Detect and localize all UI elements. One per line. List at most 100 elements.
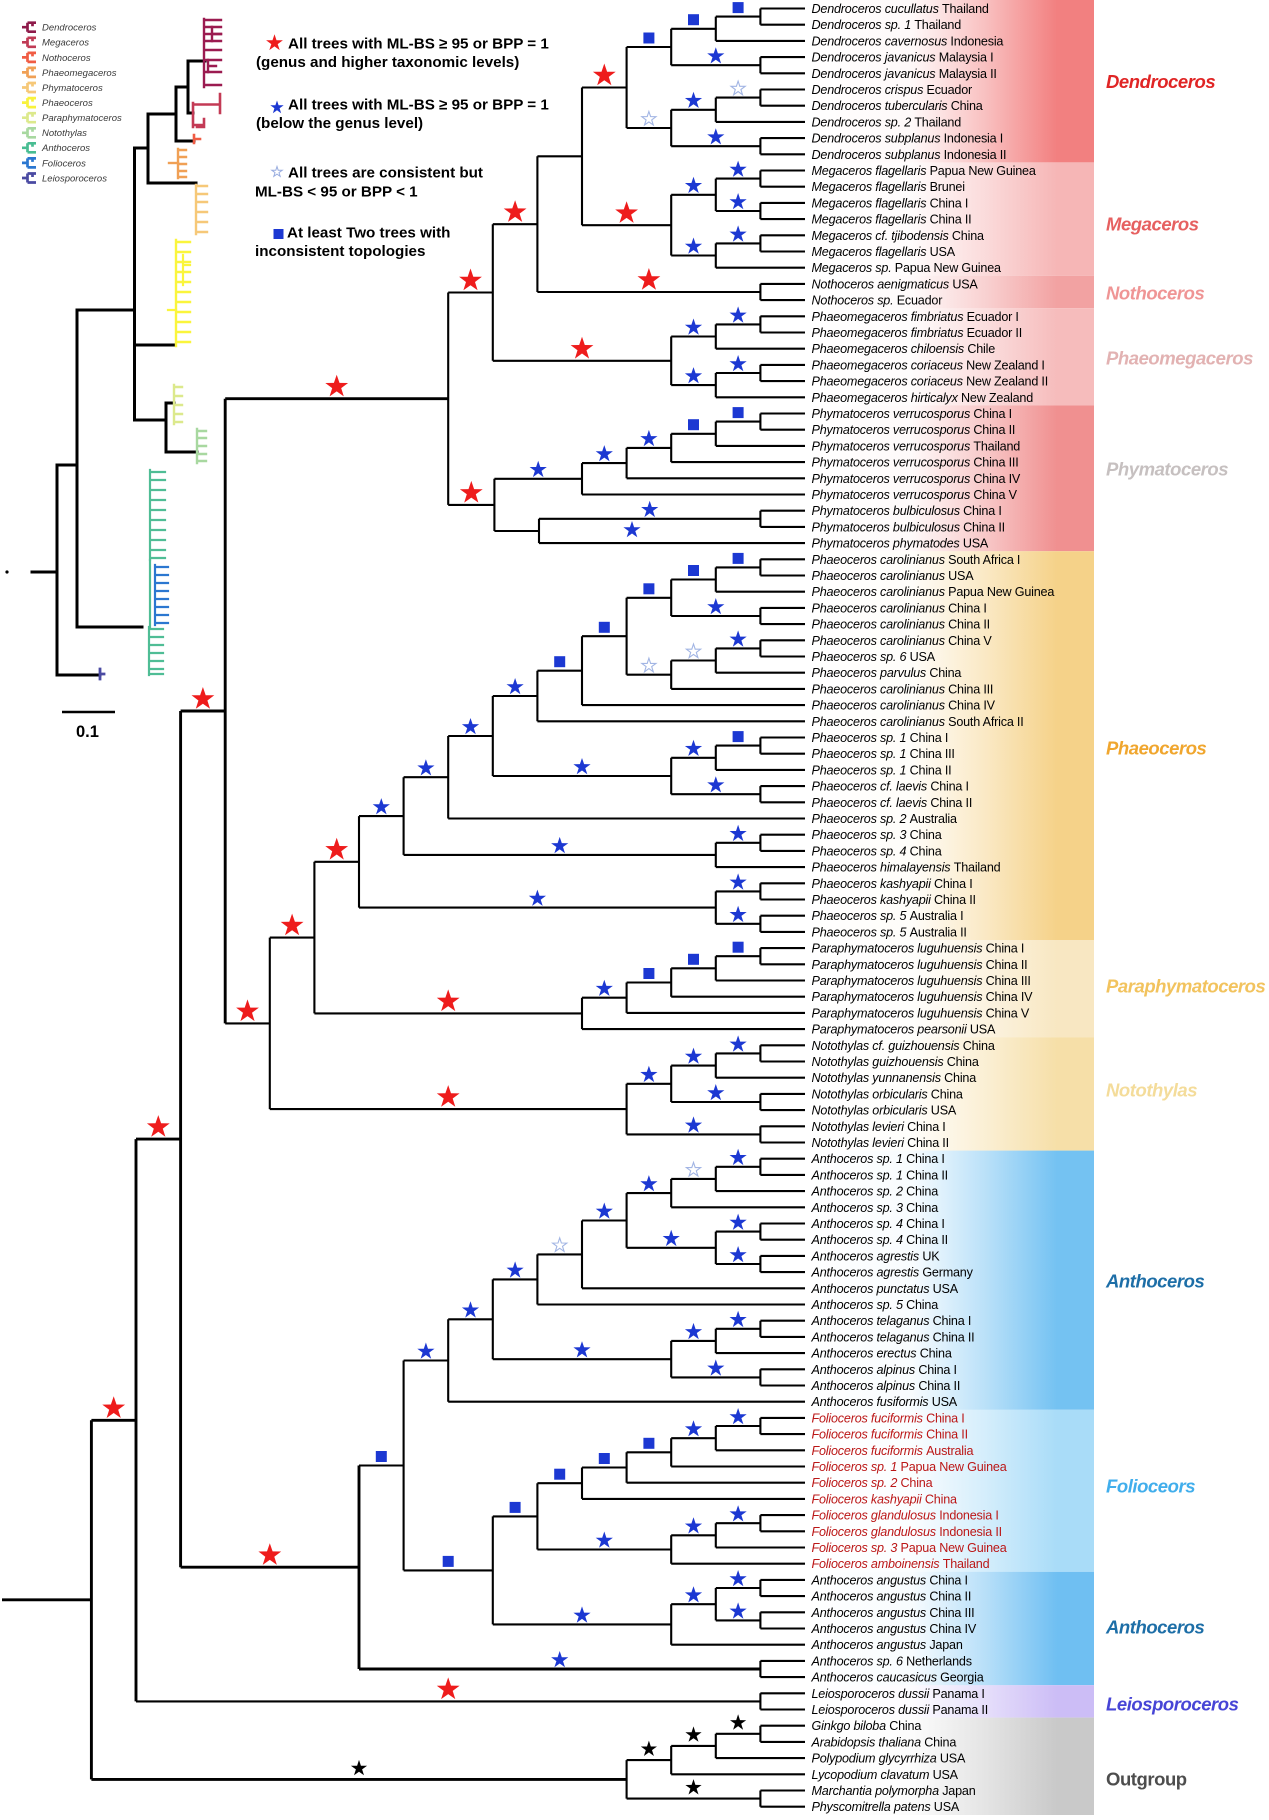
svg-text:Folioceros fuciformis China I: Folioceros fuciformis China I [812,1411,965,1425]
svg-text:Phaeomegaceros fimbriatus Ecua: Phaeomegaceros fimbriatus Ecuador I [812,310,1019,324]
svg-text:inconsistent topologies: inconsistent topologies [255,243,425,260]
svg-text:Notothylas levieri China II: Notothylas levieri China II [812,1136,949,1150]
svg-text:Paraphymatoceros luguhuensis C: Paraphymatoceros luguhuensis China II [812,958,1028,972]
svg-text:Phaeomegaceros: Phaeomegaceros [42,68,117,79]
svg-text:Megaceros sp. Papua New Guinea: Megaceros sp. Papua New Guinea [812,261,1002,275]
svg-text:Dendroceros sp. 2 Thailand: Dendroceros sp. 2 Thailand [812,115,962,129]
svg-text:Anthoceros sp. 1 China I: Anthoceros sp. 1 China I [811,1152,945,1166]
svg-text:Anthoceros angustus China I: Anthoceros angustus China I [811,1573,968,1587]
svg-text:Polypodium glycyrrhiza USA: Polypodium glycyrrhiza USA [812,1752,966,1766]
svg-text:(genus and higher taxonomic le: (genus and higher taxonomic levels) [256,54,519,71]
svg-text:Notothylas guizhouensis China: Notothylas guizhouensis China [812,1055,979,1069]
svg-text:0.1: 0.1 [76,723,99,741]
svg-text:Anthoceros alpinus China I: Anthoceros alpinus China I [811,1363,957,1377]
svg-text:Phaeomegaceros chiloensis Chil: Phaeomegaceros chiloensis Chile [812,342,996,356]
svg-text:Folioceros fuciformis China II: Folioceros fuciformis China II [812,1428,968,1442]
svg-text:Folioceros glandulosus Indones: Folioceros glandulosus Indonesia II [812,1525,1002,1539]
svg-text:Megaceros: Megaceros [1106,213,1199,234]
svg-text:Phaeoceros sp. 5 Australia I: Phaeoceros sp. 5 Australia I [812,909,964,923]
svg-text:Paraphymatoceros luguhuensis C: Paraphymatoceros luguhuensis China I [812,942,1025,956]
svg-text:Phymatoceros phymatodes USA: Phymatoceros phymatodes USA [812,537,989,551]
svg-text:Anthoceros: Anthoceros [41,143,90,154]
svg-text:Notothylas cf. guizhouensis Ch: Notothylas cf. guizhouensis China [812,1039,995,1053]
svg-text:Phymatoceros verrucosporus Chi: Phymatoceros verrucosporus China IV [812,472,1021,486]
svg-text:Phaeoceros sp. 4 China: Phaeoceros sp. 4 China [812,844,942,858]
svg-text:Phaeoceros sp. 5 Australia II: Phaeoceros sp. 5 Australia II [812,925,967,939]
svg-text:Phaeoceros carolinianus South: Phaeoceros carolinianus South Africa I [812,553,1021,567]
svg-text:Anthoceros sp. 4 China I: Anthoceros sp. 4 China I [811,1217,945,1231]
svg-text:Phaeoceros: Phaeoceros [42,98,93,109]
svg-text:Anthoceros angustus Japan: Anthoceros angustus Japan [811,1638,963,1652]
svg-text:Nothoceros sp. Ecuador: Nothoceros sp. Ecuador [812,294,943,308]
svg-text:Paraphymatoceros luguhuensis C: Paraphymatoceros luguhuensis China IV [812,990,1034,1004]
svg-text:Megaceros flagellaris China II: Megaceros flagellaris China II [812,213,972,227]
svg-text:Megaceros cf. tjibodensis Chin: Megaceros cf. tjibodensis China [812,229,985,243]
svg-text:Megaceros flagellaris Papua Ne: Megaceros flagellaris Papua New Guinea [812,164,1036,178]
svg-text:Notothylas yunnanensis China: Notothylas yunnanensis China [812,1071,977,1085]
svg-text:Phaeoceros carolinianus Papua: Phaeoceros carolinianus Papua New Guinea [812,585,1055,599]
svg-text:Dendroceros javanicus Malaysia: Dendroceros javanicus Malaysia II [812,67,997,81]
svg-text:Phaeoceros sp. 1 China I: Phaeoceros sp. 1 China I [812,731,949,745]
svg-text:Phaeoceros sp. 2 Australia: Phaeoceros sp. 2 Australia [812,812,958,826]
svg-text:Phaeoceros carolinianus China: Phaeoceros carolinianus China II [812,618,990,632]
svg-text:Anthoceros punctatus USA: Anthoceros punctatus USA [811,1282,959,1296]
svg-text:Leiosporoceros dussii Panama I: Leiosporoceros dussii Panama I [812,1687,985,1701]
svg-text:(below the genus level): (below the genus level) [256,115,423,132]
svg-text:Lycopodium clavatum USA: Lycopodium clavatum USA [812,1768,959,1782]
svg-text:Dendroceros subplanus Indonesi: Dendroceros subplanus Indonesia II [812,148,1007,162]
svg-text:Folioceros glandulosus Indones: Folioceros glandulosus Indonesia I [812,1509,999,1523]
svg-text:Folioceros fuciformis Australi: Folioceros fuciformis Australia [812,1444,974,1458]
svg-text:Notothylas: Notothylas [1106,1080,1197,1101]
svg-text:All trees with ML-BS ≥ 95 or: All trees with ML-BS ≥ 95 or BPP = 1 [288,36,549,53]
svg-text:Ginkgo biloba China: Ginkgo biloba China [812,1719,922,1733]
svg-text:Phaeoceros cf. laevis China II: Phaeoceros cf. laevis China II [812,796,973,810]
svg-text:Paraphymatoceros: Paraphymatoceros [42,113,122,124]
svg-text:Anthoceros sp. 5 China: Anthoceros sp. 5 China [811,1298,939,1312]
svg-text:Phaeoceros carolinianus China: Phaeoceros carolinianus China I [812,601,987,615]
svg-text:All trees with ML-BS ≥ 95 or: All trees with ML-BS ≥ 95 or BPP = 1 [288,97,549,114]
svg-text:Anthoceros: Anthoceros [1105,1617,1204,1638]
svg-text:Megaceros flagellaris USA: Megaceros flagellaris USA [812,245,956,259]
svg-text:Anthoceros agrestis UK: Anthoceros agrestis UK [811,1249,941,1263]
svg-text:Folioceros: Folioceros [42,158,86,169]
svg-text:Phaeoceros sp. 1 China III: Phaeoceros sp. 1 China III [812,747,955,761]
svg-text:Nothoceros aenigmaticus USA: Nothoceros aenigmaticus USA [812,277,979,291]
svg-text:Phaeomegaceros coriaceus New Z: Phaeomegaceros coriaceus New Zealand I [812,358,1045,372]
svg-text:Phaeoceros: Phaeoceros [1106,738,1207,759]
svg-text:Anthoceros erectus China: Anthoceros erectus China [811,1347,952,1361]
svg-text:Phaeoceros carolinianus China: Phaeoceros carolinianus China IV [812,699,996,713]
svg-text:Phaeoceros sp. 1 China II: Phaeoceros sp. 1 China II [812,763,952,777]
svg-text:Dendroceros subplanus Indonesi: Dendroceros subplanus Indonesia I [812,132,1004,146]
svg-text:Anthoceros angustus China III: Anthoceros angustus China III [811,1606,975,1620]
svg-text:Notothylas: Notothylas [42,128,87,139]
svg-text:Dendroceros cavernosus Indones: Dendroceros cavernosus Indonesia [812,34,1004,48]
svg-text:Phaeomegaceros fimbriatus Ecua: Phaeomegaceros fimbriatus Ecuador II [812,326,1023,340]
svg-text:Phaeoceros sp. 3 China: Phaeoceros sp. 3 China [812,828,942,842]
svg-text:Folioceros sp. 2 China: Folioceros sp. 2 China [812,1476,933,1490]
svg-text:Megaceros flagellaris Brunei: Megaceros flagellaris Brunei [812,180,965,194]
svg-text:Phaeoceros sp. 6 USA: Phaeoceros sp. 6 USA [812,650,936,664]
svg-text:Phymatoceros verrucosporus Chi: Phymatoceros verrucosporus China V [812,488,1018,502]
svg-text:Paraphymatoceros pearsonii USA: Paraphymatoceros pearsonii USA [812,1023,997,1037]
svg-text:Physcomitrella patens USA: Physcomitrella patens USA [812,1800,960,1814]
svg-text:Anthoceros alpinus China II: Anthoceros alpinus China II [811,1379,961,1393]
svg-text:Anthoceros angustus China II: Anthoceros angustus China II [811,1590,972,1604]
svg-text:Phymatoceros verrucosporus Chi: Phymatoceros verrucosporus China III [812,456,1019,470]
svg-text:Folioceors: Folioceors [1106,1476,1195,1497]
svg-text:Anthoceros telaganus China II: Anthoceros telaganus China II [811,1330,975,1344]
svg-text:Phymatoceros: Phymatoceros [42,83,103,94]
svg-text:Phaeoceros himalayensis Thaila: Phaeoceros himalayensis Thailand [812,861,1001,875]
svg-text:Phaeoceros parvulus China: Phaeoceros parvulus China [812,666,962,680]
svg-text:Dendroceros sp. 1 Thailand: Dendroceros sp. 1 Thailand [812,18,962,32]
svg-text:Dendroceros crispus Ecuador: Dendroceros crispus Ecuador [812,83,973,97]
svg-text:Paraphymatoceros: Paraphymatoceros [1106,975,1266,996]
svg-text:Nothoceros: Nothoceros [42,53,91,64]
svg-text:Dendroceros: Dendroceros [42,23,97,34]
svg-text:Phymatoceros: Phymatoceros [1106,459,1228,480]
svg-text:Megaceros flagellaris China I: Megaceros flagellaris China I [812,196,969,210]
svg-text:Phaeomegaceros coriaceus New Z: Phaeomegaceros coriaceus New Zealand II [812,375,1049,389]
svg-text:Phymatoceros bulbiculosus Chin: Phymatoceros bulbiculosus China II [812,520,1005,534]
svg-text:Phymatoceros verrucosporus Chi: Phymatoceros verrucosporus China II [812,423,1016,437]
svg-text:Arabidopsis thaliana China: Arabidopsis thaliana China [811,1735,957,1749]
svg-text:ML-BS < 95 or BPP < 1: ML-BS < 95 or BPP < 1 [255,183,418,200]
